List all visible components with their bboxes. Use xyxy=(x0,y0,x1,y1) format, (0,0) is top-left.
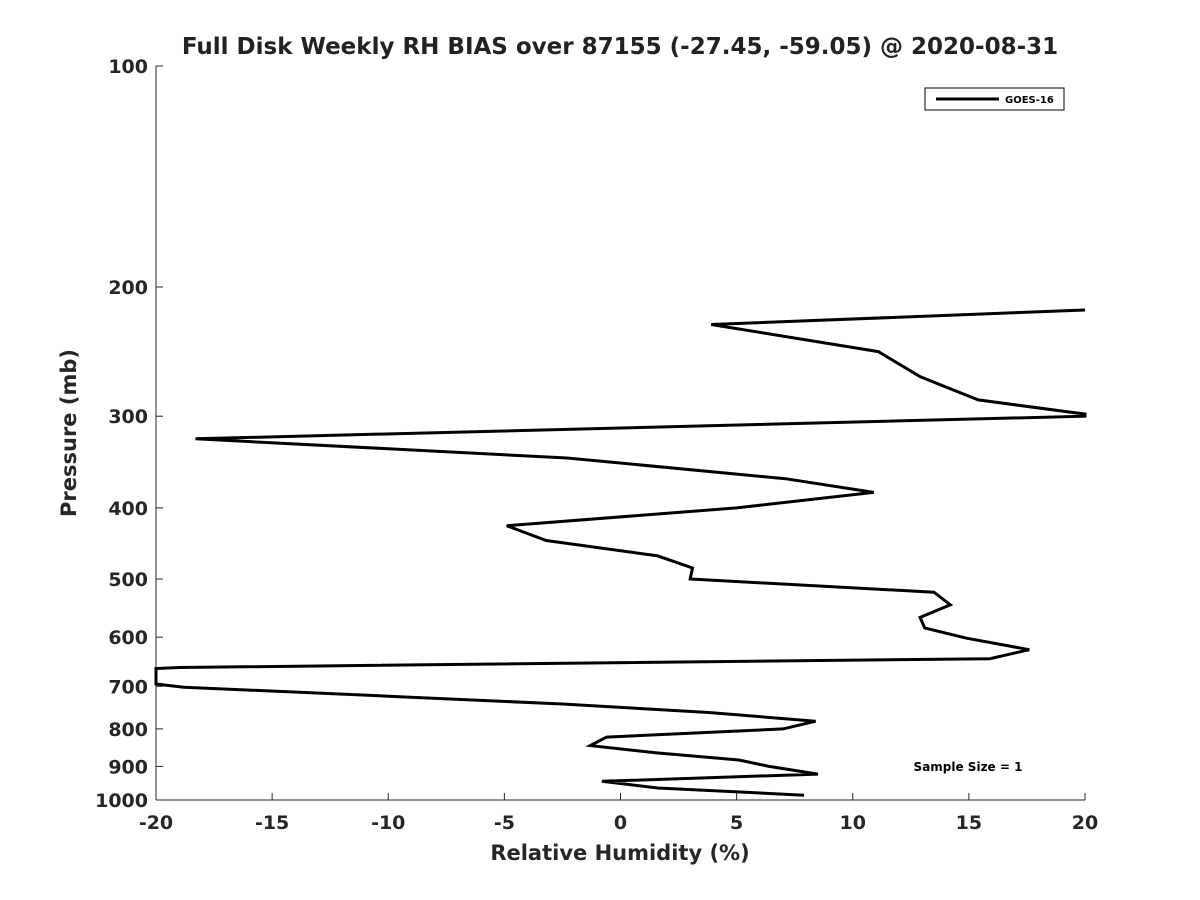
x-tick-label: -20 xyxy=(139,812,173,834)
y-tick-label: 600 xyxy=(108,627,148,649)
y-tick-label: 300 xyxy=(108,406,148,428)
chart-title: Full Disk Weekly RH BIAS over 87155 (-27… xyxy=(182,34,1058,60)
x-tick-label: -10 xyxy=(371,812,405,834)
axes xyxy=(155,66,1085,801)
x-tick-label: 15 xyxy=(956,812,982,834)
sample-size-annotation: Sample Size = 1 xyxy=(914,760,1023,774)
x-tick-label: 0 xyxy=(614,812,627,834)
y-tick-label: 800 xyxy=(108,719,148,741)
y-tick-label: 200 xyxy=(108,277,148,299)
y-tick-label: 400 xyxy=(108,498,148,520)
legend: GOES-16 xyxy=(924,87,1065,111)
series-layer xyxy=(154,308,1087,797)
x-tick-label: 5 xyxy=(730,812,743,834)
y-ticks: 100 200 300 400 500 600 700 800 900 1000 xyxy=(95,56,163,812)
legend-label: GOES-16 xyxy=(1005,95,1054,106)
y-tick-label: 500 xyxy=(108,569,148,591)
y-tick-label: 900 xyxy=(108,756,148,778)
x-tick-label: 10 xyxy=(840,812,866,834)
y-tick-label: 100 xyxy=(108,56,148,78)
x-ticks: -20 -15 -10 -5 0 5 10 15 20 xyxy=(139,793,1098,834)
x-tick-label: -15 xyxy=(255,812,289,834)
x-tick-label: -5 xyxy=(494,812,515,834)
y-tick-label: 700 xyxy=(108,676,148,698)
x-axis-label: Relative Humidity (%) xyxy=(490,841,749,865)
x-tick-label: 20 xyxy=(1072,812,1098,834)
series-line-goes-16 xyxy=(154,308,1087,797)
y-tick-label: 1000 xyxy=(95,790,148,812)
y-axis-label: Pressure (mb) xyxy=(57,349,81,517)
